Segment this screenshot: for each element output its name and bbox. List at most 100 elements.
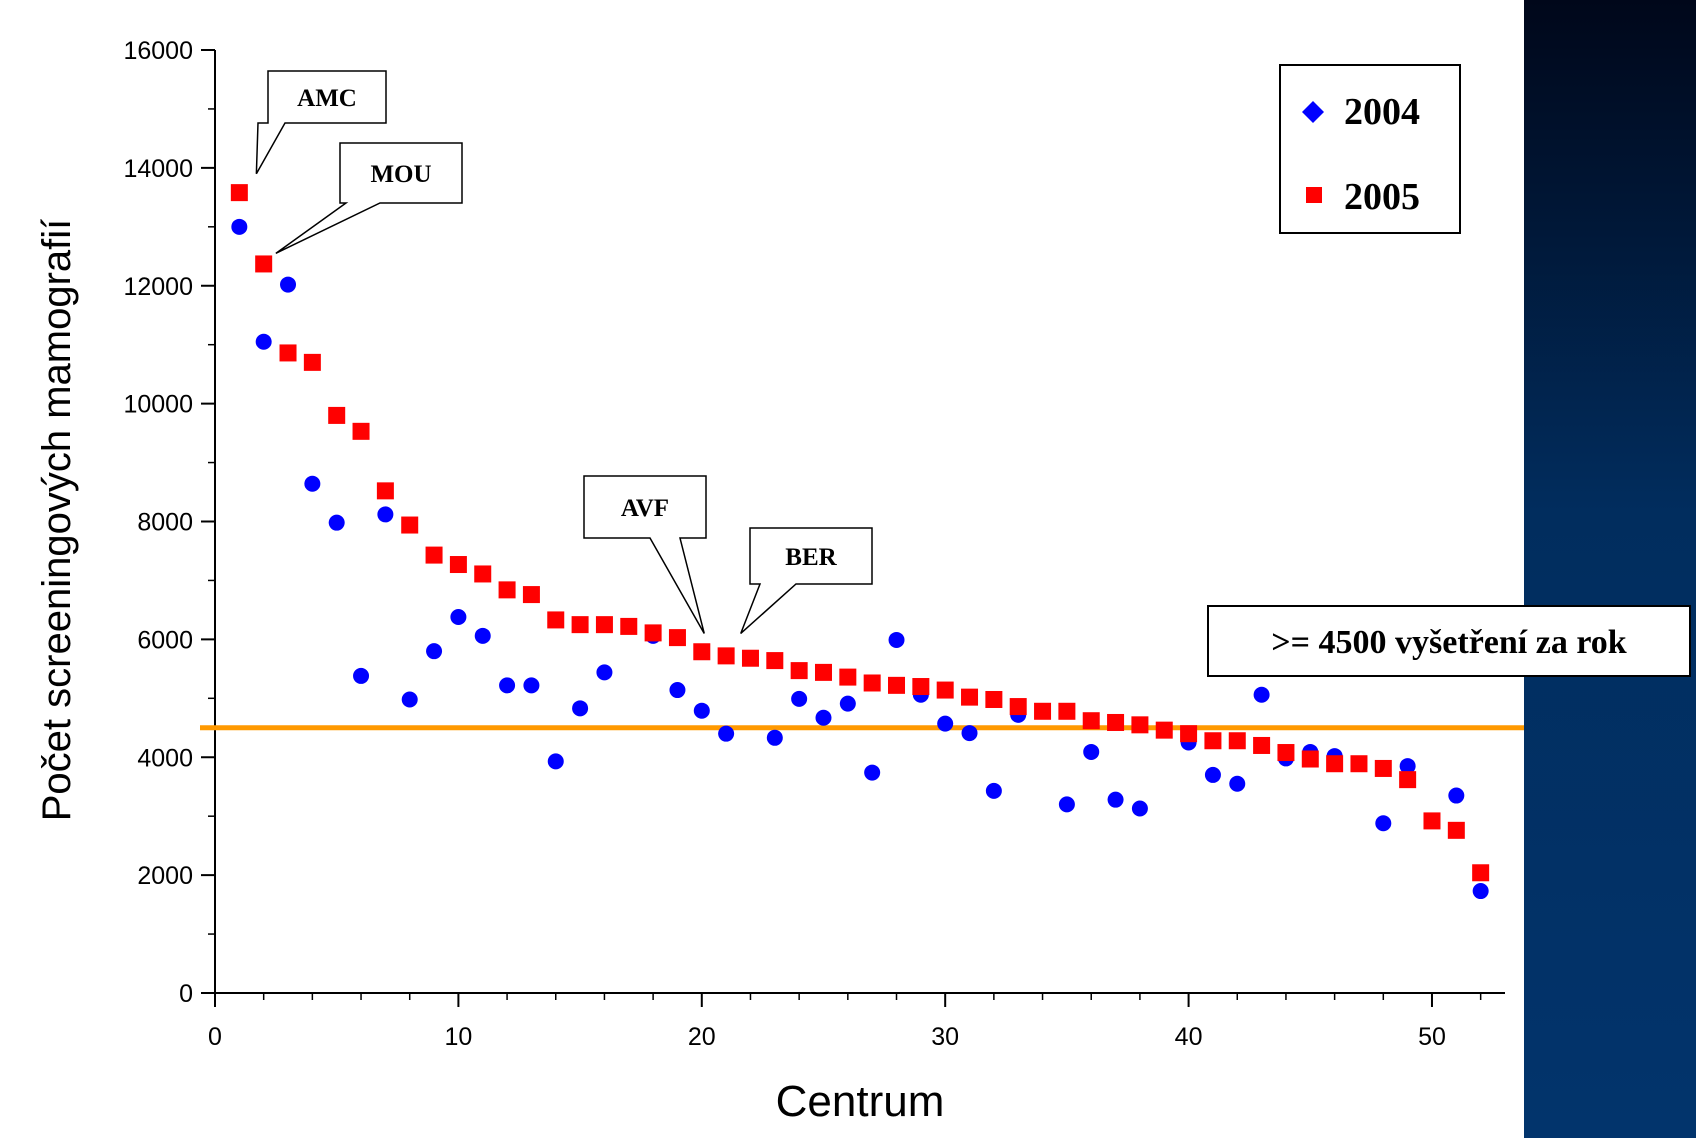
threshold-label-frame <box>1207 605 1691 677</box>
point-2004 <box>669 682 686 699</box>
point-2005 <box>1034 702 1052 720</box>
point-2005 <box>1374 759 1392 777</box>
callout-label: AMC <box>297 85 357 112</box>
point-2004 <box>304 475 321 492</box>
point-2004 <box>1131 800 1148 817</box>
point-2004 <box>693 702 710 719</box>
legend-label-2005: 2005 <box>1344 176 1420 218</box>
point-2004 <box>572 700 589 717</box>
point-2005 <box>1326 755 1344 773</box>
y-axis-label: Počet screeningových mamografií <box>35 219 79 822</box>
callout-ber: BER <box>740 527 873 635</box>
point-2004 <box>328 514 345 531</box>
x-tick-label: 50 <box>1418 1023 1446 1051</box>
point-2005 <box>668 629 686 647</box>
point-2005 <box>1447 821 1465 839</box>
callout-shape <box>740 527 873 635</box>
point-2005 <box>1228 732 1246 750</box>
point-2004 <box>1375 815 1392 832</box>
x-axis-label: Centrum <box>776 1077 945 1126</box>
point-2005 <box>766 652 784 670</box>
point-2005 <box>961 688 979 706</box>
callout-amc: AMC <box>255 70 387 175</box>
callout-shape <box>255 70 387 175</box>
point-2005 <box>1107 713 1125 731</box>
point-2005 <box>352 422 370 440</box>
y-tick-label: 10000 <box>123 391 193 419</box>
callout-shape <box>583 475 707 634</box>
y-tick-label: 14000 <box>123 155 193 183</box>
point-2005 <box>1009 698 1027 716</box>
point-2004 <box>985 782 1002 799</box>
y-tick-label: 6000 <box>137 626 193 654</box>
point-2005 <box>328 406 346 424</box>
point-2004 <box>888 631 905 648</box>
x-tick-label: 30 <box>931 1023 959 1051</box>
y-tick-label: 12000 <box>123 273 193 301</box>
point-2005 <box>1277 744 1295 762</box>
point-2005 <box>644 624 662 642</box>
point-2005 <box>255 255 273 273</box>
point-2004 <box>1204 766 1221 783</box>
y-tick-label: 0 <box>179 980 193 1008</box>
threshold-label: >= 4500 vyšetření za rok <box>1271 624 1626 661</box>
threshold-label-box: >= 4500 vyšetření za rok <box>1207 605 1691 677</box>
point-2005 <box>279 344 297 362</box>
point-2005 <box>985 690 1003 708</box>
point-2005 <box>1350 755 1368 773</box>
point-2005 <box>693 643 711 661</box>
point-2004 <box>1472 883 1489 900</box>
point-2004 <box>280 276 297 293</box>
point-2005 <box>571 616 589 634</box>
point-2005 <box>1155 721 1173 739</box>
point-2005 <box>498 581 516 599</box>
y-tick-label: 2000 <box>137 862 193 890</box>
point-2004 <box>864 764 881 781</box>
point-2004 <box>1253 686 1270 703</box>
x-tick-label: 0 <box>208 1023 222 1051</box>
x-tick-label: 40 <box>1175 1023 1203 1051</box>
legend: 2004 2005 <box>1279 64 1461 234</box>
point-2005 <box>1253 736 1271 754</box>
point-2005 <box>936 681 954 699</box>
legend-label-2004: 2004 <box>1344 91 1420 133</box>
point-2005 <box>620 617 638 635</box>
point-2005 <box>717 647 735 665</box>
x-tick-label: 10 <box>444 1023 472 1051</box>
callout-shape <box>275 142 463 255</box>
point-2004 <box>1083 743 1100 760</box>
point-2005 <box>474 565 492 583</box>
callouts: AMC MOU AVF BER <box>255 70 873 635</box>
point-2004 <box>766 729 783 746</box>
point-2005 <box>230 184 248 202</box>
point-2004 <box>1399 758 1416 775</box>
point-2005 <box>1204 732 1222 750</box>
point-2004 <box>791 690 808 707</box>
point-2004 <box>1229 775 1246 792</box>
y-tick-label: 8000 <box>137 509 193 537</box>
point-2005 <box>1423 812 1441 830</box>
point-2005 <box>814 663 832 681</box>
callout-mou: MOU <box>275 142 463 255</box>
point-2004 <box>499 677 516 694</box>
point-2005 <box>888 676 906 694</box>
point-2005 <box>1058 702 1076 720</box>
y-tick-label: 4000 <box>137 744 193 772</box>
point-2005 <box>741 649 759 667</box>
point-2005 <box>1301 750 1319 768</box>
point-2004 <box>523 677 540 694</box>
point-2005 <box>1082 712 1100 730</box>
point-2005 <box>595 616 613 634</box>
point-2004 <box>353 667 370 684</box>
point-2005 <box>303 353 321 371</box>
legend-marker-2005 <box>1306 187 1322 203</box>
point-2005 <box>912 678 930 696</box>
point-2005 <box>1180 725 1198 743</box>
point-2004 <box>718 725 735 742</box>
point-2004 <box>596 664 613 681</box>
callout-label: BER <box>785 544 837 571</box>
point-2004 <box>1107 791 1124 808</box>
point-2005 <box>401 516 419 534</box>
point-2005 <box>1131 716 1149 734</box>
